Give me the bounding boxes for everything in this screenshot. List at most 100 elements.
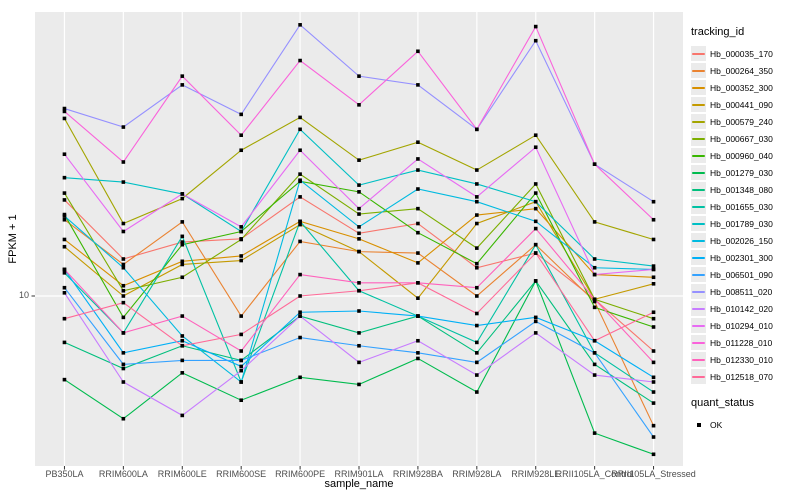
data-point bbox=[592, 351, 597, 355]
legend-label: Hb_012518_070 bbox=[710, 371, 773, 382]
axis-ticks bbox=[31, 295, 655, 470]
data-point bbox=[121, 283, 126, 288]
data-point bbox=[533, 331, 538, 335]
data-point bbox=[651, 267, 656, 272]
data-point bbox=[62, 152, 67, 157]
data-point bbox=[416, 157, 420, 161]
legend-label: Hb_000035_170 bbox=[710, 48, 773, 59]
legend-label: Hb_001279_030 bbox=[710, 167, 773, 178]
legend-item: Hb_001279_030 bbox=[691, 164, 799, 181]
legend-label: Hb_010142_020 bbox=[710, 303, 773, 314]
data-point bbox=[62, 285, 67, 290]
legend-item: Hb_000035_170 bbox=[691, 45, 799, 62]
legend-label: Hb_002026_150 bbox=[710, 235, 773, 246]
legend-item: Hb_008511_020 bbox=[691, 283, 799, 300]
data-point bbox=[121, 262, 126, 267]
data-point bbox=[239, 314, 243, 318]
data-point bbox=[121, 380, 126, 384]
legend-color-line-icon bbox=[692, 290, 705, 293]
data-point bbox=[121, 351, 126, 355]
legend-label: Hb_000264_350 bbox=[710, 65, 773, 76]
data-point bbox=[651, 275, 656, 280]
data-point bbox=[180, 196, 185, 201]
data-point bbox=[416, 261, 420, 265]
data-point bbox=[298, 222, 302, 227]
data-point bbox=[416, 83, 420, 87]
data-point bbox=[651, 217, 656, 222]
data-point bbox=[533, 319, 538, 324]
legend-color-line-icon bbox=[692, 154, 705, 157]
data-point bbox=[180, 338, 185, 343]
data-point bbox=[357, 231, 361, 236]
data-point bbox=[533, 182, 538, 186]
data-point bbox=[180, 314, 185, 318]
legend-item-quant-ok: OK bbox=[691, 416, 799, 433]
legend-item: Hb_011228_010 bbox=[691, 334, 799, 351]
data-point bbox=[298, 58, 302, 63]
data-point bbox=[651, 310, 656, 315]
data-point bbox=[357, 309, 361, 313]
legend-color-line-icon bbox=[692, 120, 705, 123]
x-tick-label: PB350LA bbox=[45, 469, 84, 479]
data-point bbox=[475, 373, 479, 377]
data-point bbox=[121, 229, 126, 234]
data-point bbox=[533, 226, 538, 231]
legend-title-quant-status: quant_status bbox=[691, 397, 754, 409]
point-marker-square-icon bbox=[696, 422, 701, 427]
data-point bbox=[592, 162, 597, 166]
data-point bbox=[416, 281, 420, 285]
data-point bbox=[475, 213, 479, 217]
legend-item: Hb_000667_030 bbox=[691, 130, 799, 147]
data-point bbox=[533, 219, 538, 224]
legend-item: Hb_002026_150 bbox=[691, 232, 799, 249]
legend-label: Hb_006501_090 bbox=[710, 269, 773, 280]
data-point bbox=[651, 360, 656, 365]
legend-label: Hb_002301_300 bbox=[710, 252, 773, 263]
data-point bbox=[298, 23, 302, 27]
data-point bbox=[475, 199, 479, 204]
data-point bbox=[180, 334, 185, 338]
data-point bbox=[651, 401, 656, 405]
data-point bbox=[121, 294, 126, 298]
data-point bbox=[62, 198, 67, 202]
data-point bbox=[533, 145, 538, 150]
data-point bbox=[475, 182, 479, 186]
data-point bbox=[298, 219, 302, 224]
data-point bbox=[357, 158, 361, 162]
data-point bbox=[239, 368, 243, 373]
data-point bbox=[416, 338, 420, 343]
data-point bbox=[475, 265, 479, 270]
legend-item: Hb_000441_090 bbox=[691, 96, 799, 113]
data-point bbox=[651, 325, 656, 329]
data-point bbox=[298, 195, 302, 199]
data-point bbox=[121, 331, 126, 335]
data-point bbox=[475, 261, 479, 266]
x-tick-label: RRIM928LA bbox=[452, 469, 502, 479]
data-point bbox=[475, 323, 479, 328]
data-point bbox=[121, 416, 126, 421]
legend-color-line-icon bbox=[692, 205, 705, 208]
data-point bbox=[416, 251, 420, 255]
data-point bbox=[180, 192, 185, 196]
data-point bbox=[651, 237, 656, 242]
legend-color-line-icon bbox=[692, 256, 705, 259]
data-point bbox=[592, 220, 597, 224]
legend-key bbox=[691, 267, 706, 282]
data-point bbox=[357, 190, 361, 194]
data-point bbox=[475, 390, 479, 394]
data-point bbox=[121, 221, 126, 226]
data-point bbox=[62, 291, 67, 295]
data-point bbox=[239, 112, 243, 117]
data-point bbox=[651, 264, 656, 268]
data-point bbox=[475, 285, 479, 290]
data-point bbox=[475, 311, 479, 316]
data-point bbox=[533, 251, 538, 255]
legend-label: Hb_001655_030 bbox=[710, 201, 773, 212]
data-point bbox=[651, 423, 656, 428]
legend-key bbox=[691, 284, 706, 299]
legend-color-line-icon bbox=[692, 222, 705, 225]
legend-tracking-id-items: Hb_000035_170 Hb_000264_350 Hb_000352_300 H… bbox=[691, 45, 799, 385]
legend-quant-status: quant_status OK bbox=[691, 397, 799, 433]
data-point bbox=[592, 297, 597, 302]
